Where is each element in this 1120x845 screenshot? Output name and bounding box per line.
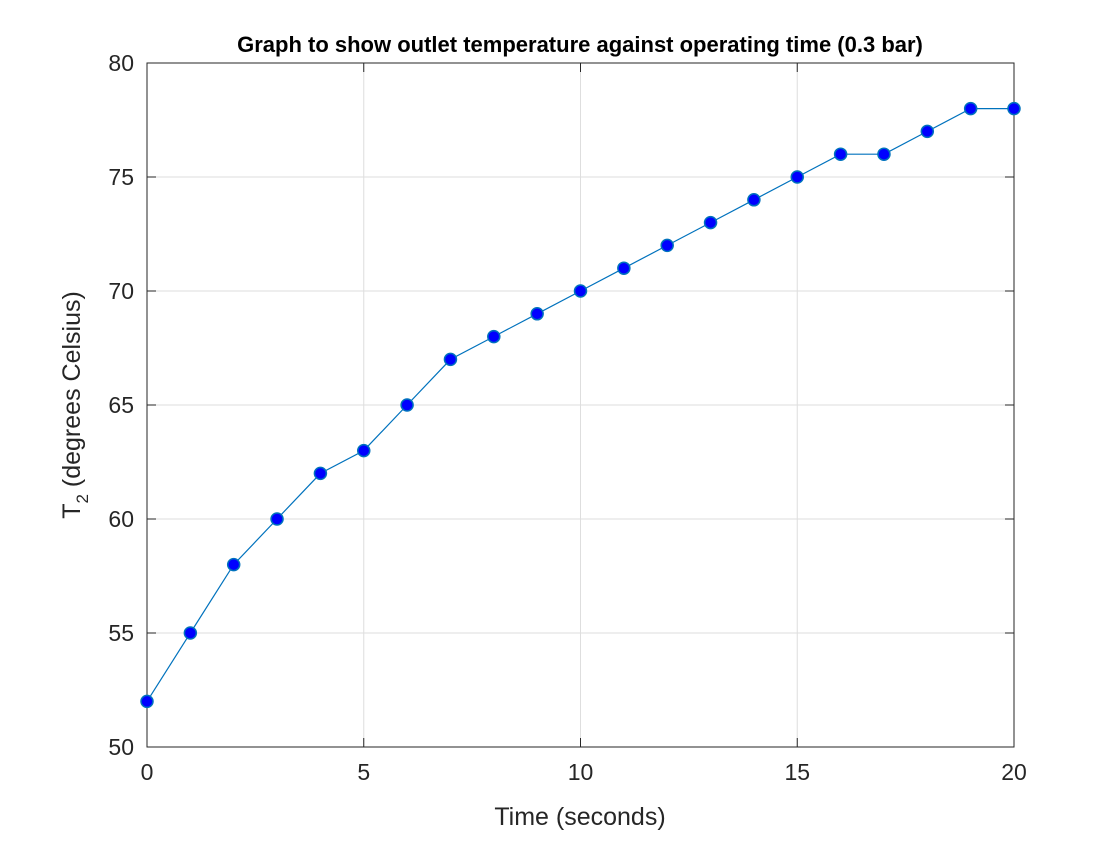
data-point — [703, 215, 718, 230]
tick-labels: 0 5 10 15 20 50 55 60 65 70 75 80 — [108, 50, 1026, 785]
data-point — [920, 124, 935, 139]
data-point — [530, 307, 544, 321]
y-tick-label: 60 — [108, 506, 134, 532]
y-tick-label: 80 — [108, 50, 134, 76]
data-point — [833, 147, 848, 161]
data-point — [790, 170, 804, 184]
y-tick-label: 55 — [108, 620, 134, 646]
data-point — [313, 466, 328, 481]
series-layer — [140, 101, 1021, 709]
data-point — [963, 101, 978, 116]
data-point — [617, 261, 631, 275]
y-axis-label: T2 (degrees Celsius) — [58, 291, 92, 519]
x-tick-label: 5 — [357, 759, 370, 785]
x-tick-label: 10 — [568, 759, 594, 785]
y-axis-label-main: T — [58, 504, 86, 519]
chart-title: Graph to show outlet temperature against… — [237, 32, 923, 57]
data-point — [270, 512, 284, 526]
y-tick-label: 75 — [108, 164, 134, 190]
data-point — [1007, 101, 1021, 116]
data-point — [357, 443, 371, 458]
axes — [146, 62, 1015, 748]
x-tick-label: 15 — [784, 759, 810, 785]
data-point — [487, 329, 501, 344]
y-tick-label: 65 — [108, 392, 134, 418]
y-axis-label-subscript: 2 — [73, 494, 92, 503]
data-point — [660, 238, 674, 253]
data-point — [183, 626, 198, 640]
data-point — [400, 398, 414, 412]
x-tick-label: 0 — [141, 759, 154, 785]
data-point — [226, 557, 241, 572]
data-point — [573, 284, 588, 298]
y-tick-label: 70 — [108, 278, 134, 304]
data-point — [747, 193, 761, 207]
data-point — [140, 694, 154, 709]
x-axis-label: Time (seconds) — [494, 803, 665, 831]
x-tick-label: 20 — [1001, 759, 1027, 785]
y-axis-label-rest: (degrees Celsius) — [58, 291, 86, 494]
data-point — [443, 352, 458, 367]
data-point — [877, 147, 891, 161]
y-tick-label: 50 — [108, 734, 134, 760]
